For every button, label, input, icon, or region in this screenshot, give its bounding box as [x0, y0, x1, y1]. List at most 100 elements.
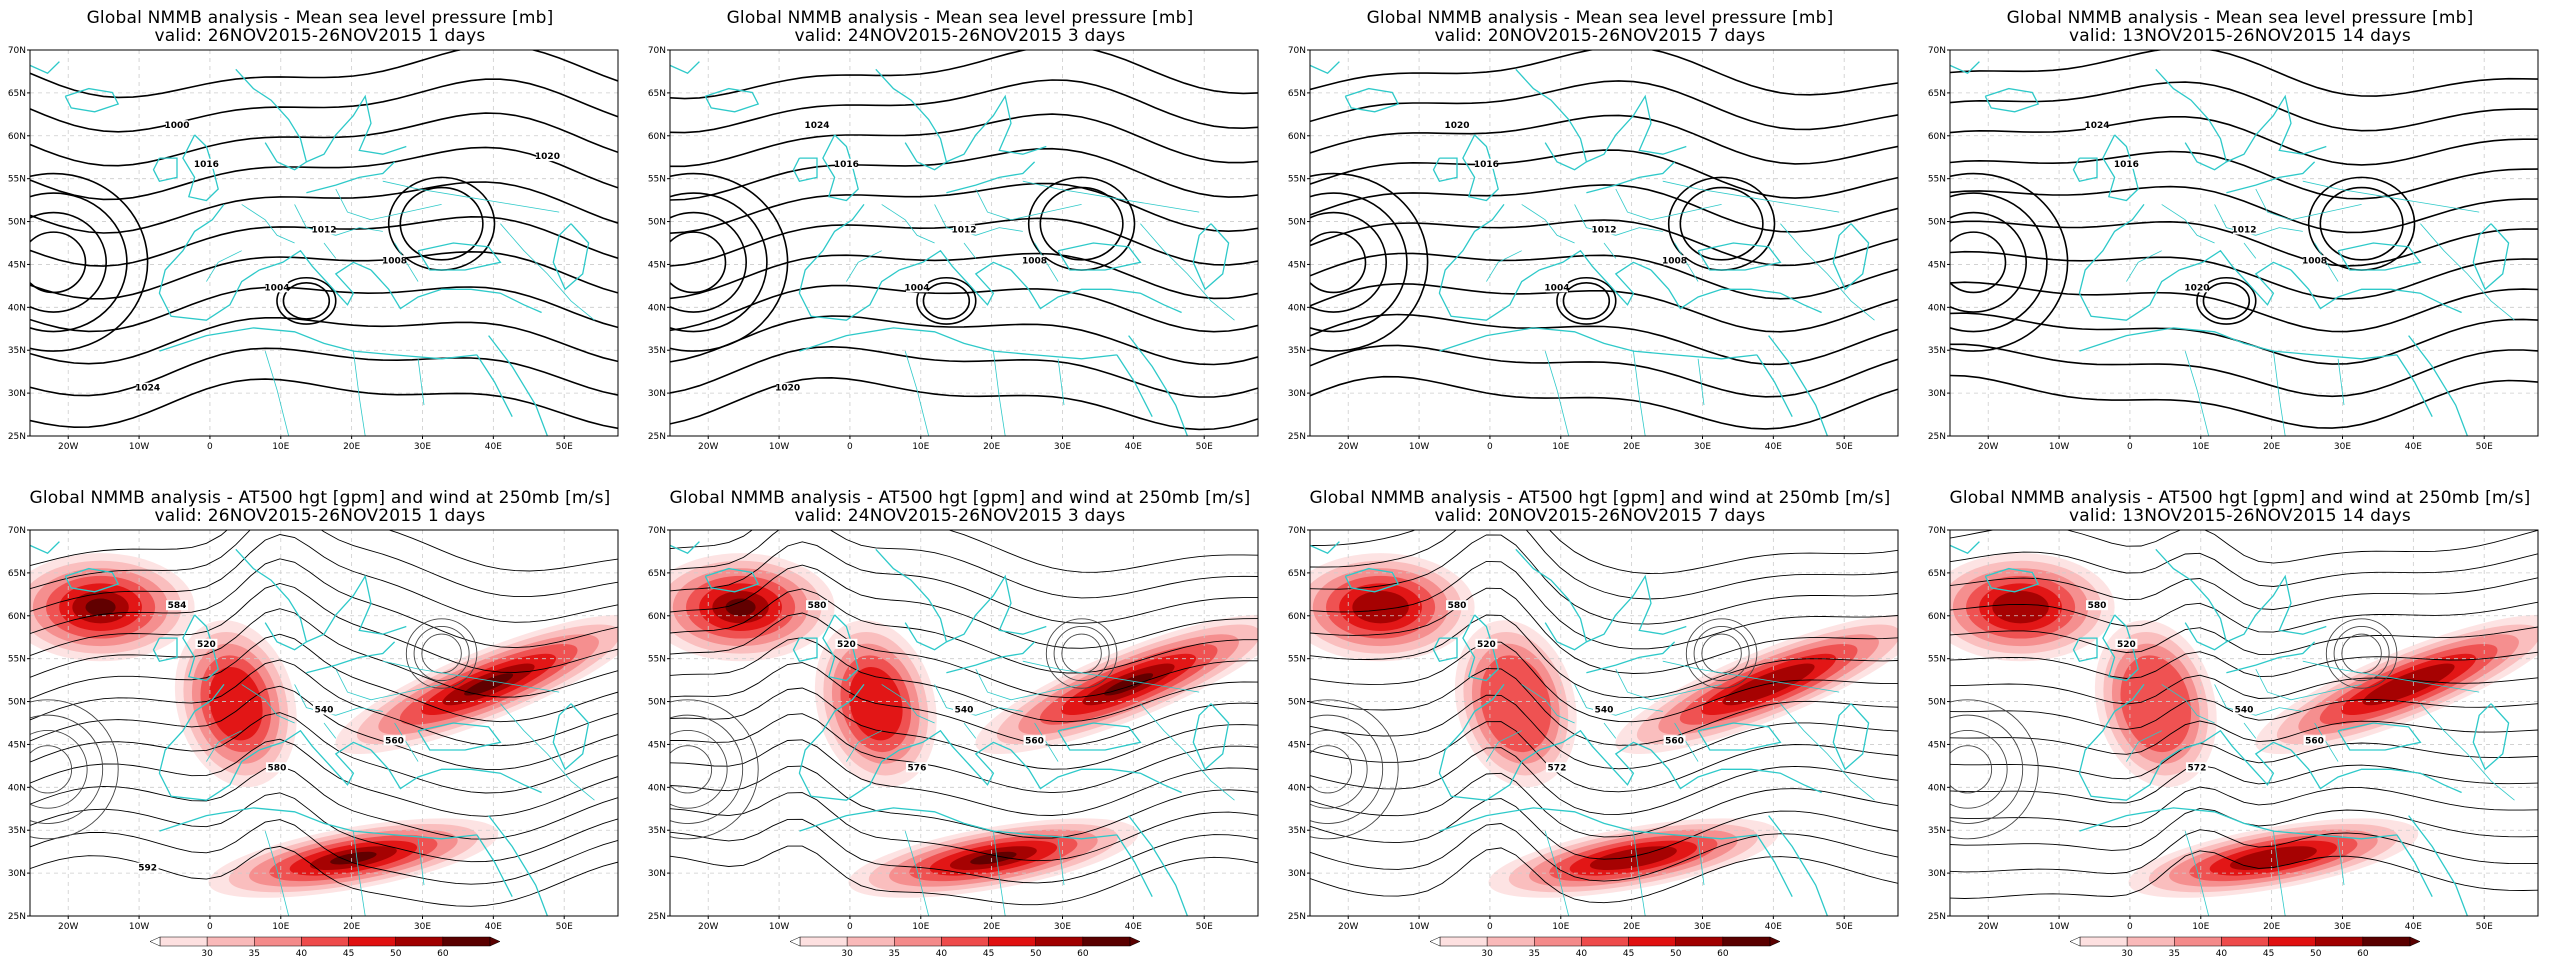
longitude-tick-label: 40E	[2405, 442, 2422, 452]
pressure-ring-contour	[30, 231, 87, 294]
longitude-tick-label: 40E	[1765, 922, 1782, 932]
contour-label-bg	[265, 282, 288, 293]
isobar-contour	[670, 147, 1258, 201]
country-border	[846, 250, 882, 282]
coastline	[1010, 269, 1182, 314]
contour-label-bg	[313, 704, 335, 715]
colorbar-label: 60	[1717, 949, 1729, 959]
coastline	[2472, 223, 2510, 291]
latitude-tick-label: 45N	[8, 260, 26, 270]
geopotential-contour	[1310, 798, 1898, 860]
country-border	[934, 204, 1023, 236]
coastline	[159, 807, 477, 840]
contour-label-bg	[2086, 600, 2108, 611]
longitude-tick-label: 20E	[983, 442, 1000, 452]
coastline	[1439, 327, 1757, 360]
country-border	[1034, 722, 1059, 762]
latitude-tick-label: 60N	[1928, 612, 1946, 622]
geopotential-contour	[1310, 614, 1898, 699]
country-border	[963, 722, 977, 739]
longitude-tick-label: 20W	[1338, 442, 1358, 452]
latitude-tick-label: 30N	[1288, 389, 1306, 399]
contour-label-bg	[953, 224, 975, 235]
pressure-ring-contour	[1045, 618, 1118, 689]
geopotential-contour	[30, 738, 618, 817]
contour-label: 540	[1595, 705, 1614, 715]
latitude-tick-label: 25N	[8, 912, 26, 922]
wind-speed-shading	[970, 851, 1017, 865]
latitude-tick-label: 55N	[1288, 175, 1306, 185]
coastline	[899, 249, 1012, 306]
wind-speed-shading	[330, 851, 377, 865]
contour-label-bg	[2303, 735, 2326, 746]
coastline	[946, 94, 1047, 163]
map-canvas: 1016 1012 1008 1004 1024 1020 70N 65N 60N 55N 50N 4…	[648, 46, 1259, 452]
latitude-tick-label: 55N	[8, 655, 26, 665]
coastline	[1192, 223, 1230, 291]
contour-label: 1008	[382, 256, 407, 266]
colorbar-label: 50	[1030, 949, 1042, 959]
pressure-ring-contour	[30, 745, 73, 794]
coastline	[1439, 807, 1757, 840]
country-border	[1674, 722, 1699, 762]
coastline	[1832, 703, 1870, 771]
colorbar-swatch	[395, 936, 444, 947]
latitude-tick-label: 45N	[1288, 740, 1306, 750]
contour-label-bg	[1023, 255, 1046, 266]
latitude-tick-label: 30N	[8, 869, 26, 879]
contour-label-bg	[265, 762, 288, 773]
pressure-ring-contour	[30, 714, 104, 824]
coastline	[1128, 335, 1189, 436]
colorbar-label: 40	[2216, 949, 2228, 959]
longitude-tick-label: 10W	[769, 922, 789, 932]
contour-label: 1000	[164, 121, 189, 131]
longitude-tick-label: 20E	[1623, 922, 1640, 932]
latitude-tick-label: 35N	[1288, 826, 1306, 836]
coastline	[2179, 249, 2292, 306]
colorbar-label: 40	[1576, 949, 1588, 959]
map-frame	[29, 49, 619, 437]
longitude-tick-label: 20W	[698, 922, 718, 932]
map-frame	[1949, 529, 2539, 917]
contour-label: 520	[197, 640, 216, 650]
coastline	[1057, 722, 1142, 751]
latitude-tick-label: 70N	[1928, 46, 1946, 56]
country-border	[323, 242, 337, 259]
country-border	[846, 730, 882, 762]
country-border	[241, 684, 295, 724]
country-border	[963, 242, 977, 259]
colorbar-label: 45	[343, 949, 354, 959]
pressure-ring-contour	[1950, 211, 2027, 313]
pressure-ring-contour	[405, 618, 478, 689]
country-border	[353, 831, 366, 916]
latitude-tick-label: 50N	[1288, 698, 1306, 708]
pressure-ring-contour	[399, 186, 484, 261]
country-border	[1633, 351, 1646, 436]
coastline	[417, 242, 502, 271]
contour-label-bg	[1475, 158, 1498, 169]
coastline	[552, 223, 590, 291]
coastline	[2155, 548, 2228, 651]
coastline	[1438, 684, 1540, 801]
coastline	[2290, 269, 2462, 314]
coastline	[1586, 161, 1676, 194]
country-border	[2314, 242, 2339, 282]
coastline	[1950, 541, 1980, 554]
country-border	[1140, 223, 1235, 321]
geopotential-contour	[670, 530, 1258, 573]
country-border	[1521, 204, 1575, 244]
latitude-tick-label: 30N	[648, 869, 666, 879]
latitude-tick-label: 65N	[648, 569, 666, 579]
wind-colorbar: 30 35 40 45 50 60	[789, 936, 1141, 959]
pressure-ring-contour	[670, 231, 727, 294]
colorbar-swatch	[2362, 936, 2411, 947]
longitude-tick-label: 10W	[2049, 922, 2069, 932]
coastline	[182, 614, 219, 682]
coastline	[158, 684, 260, 801]
latitude-tick-label: 50N	[1928, 218, 1946, 228]
country-border	[904, 350, 930, 436]
coastline	[476, 834, 513, 897]
country-border	[2302, 660, 2480, 693]
contour-label-bg	[1446, 600, 1468, 611]
coastline	[158, 204, 260, 321]
